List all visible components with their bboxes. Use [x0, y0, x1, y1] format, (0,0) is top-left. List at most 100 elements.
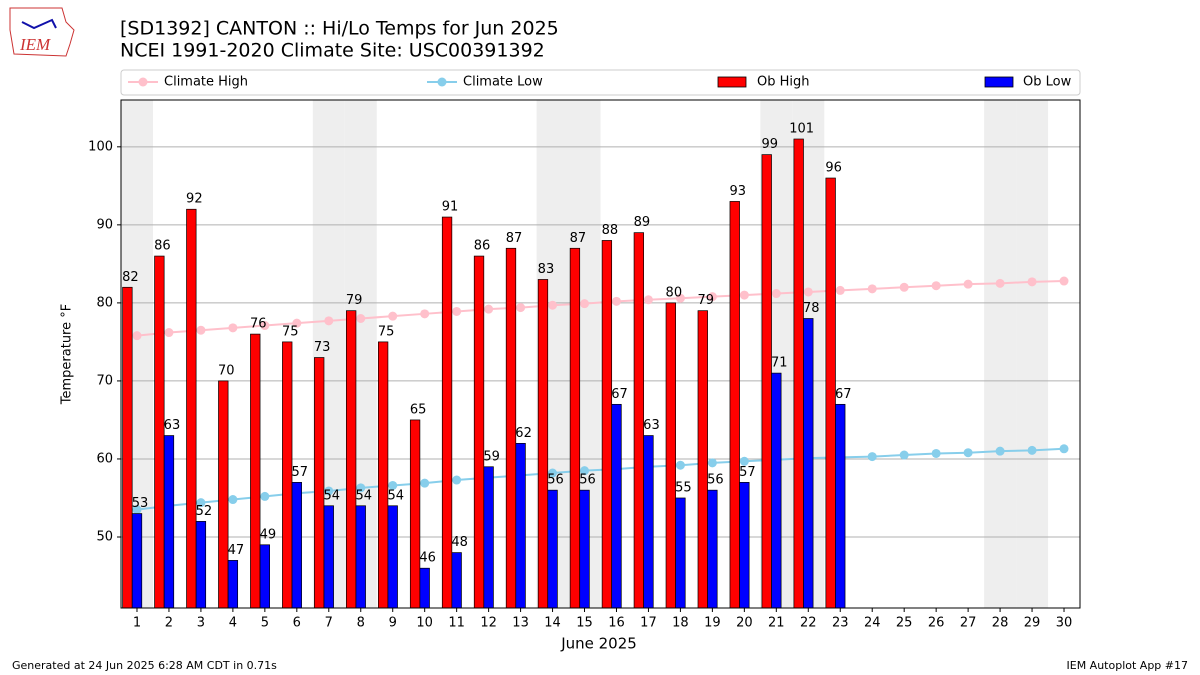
- bar: [409, 419, 421, 609]
- bar: [314, 357, 325, 609]
- footer-right: IEM Autoplot App #17: [1067, 659, 1189, 672]
- climate-point: [835, 285, 845, 295]
- value-label: 49: [260, 527, 277, 542]
- bar: [346, 310, 357, 609]
- x-tick-label: 7: [325, 616, 333, 631]
- climate-point: [739, 290, 749, 300]
- value-label: 99: [761, 137, 778, 152]
- climate-point: [739, 456, 749, 466]
- plot-frame: [120, 99, 1081, 609]
- climate-point: [963, 448, 973, 458]
- x-tick-label: 30: [1056, 616, 1073, 631]
- climate-line: [136, 280, 1065, 337]
- climate-point: [260, 491, 270, 501]
- x-tick-label: 23: [832, 616, 849, 631]
- value-label: 89: [634, 215, 651, 230]
- climate-point: [995, 278, 1005, 288]
- bar: [419, 567, 430, 609]
- climate-point: [611, 296, 621, 306]
- bar: [793, 138, 804, 609]
- climate-point: [995, 446, 1005, 456]
- x-tick-label: 21: [768, 616, 785, 631]
- x-tick-label: 19: [704, 616, 721, 631]
- bar: [643, 435, 654, 609]
- bar: [259, 544, 270, 609]
- value-label: 53: [132, 496, 149, 511]
- x-tick-label: 8: [357, 616, 365, 631]
- x-tick-label: 4: [229, 616, 237, 631]
- bar: [611, 403, 622, 609]
- legend-label: Ob Low: [1023, 75, 1072, 90]
- bar: [569, 247, 581, 609]
- climate-point: [803, 287, 813, 297]
- value-label: 57: [739, 465, 756, 480]
- value-label: 79: [698, 293, 715, 308]
- bar: [697, 310, 708, 609]
- value-label: 46: [419, 551, 436, 566]
- x-tick-label: 11: [448, 616, 465, 631]
- bar: [323, 505, 334, 609]
- climate-point: [771, 289, 781, 299]
- x-tick-label: 5: [261, 616, 269, 631]
- logo-text: IEM: [19, 35, 51, 54]
- climate-point: [452, 475, 462, 485]
- bar: [739, 482, 750, 609]
- bar: [835, 403, 846, 609]
- value-label: 75: [378, 324, 395, 339]
- climate-point: [228, 323, 238, 333]
- value-label: 76: [250, 317, 267, 332]
- x-tick-label: 29: [1024, 616, 1041, 631]
- climate-point: [228, 495, 238, 505]
- bar: [729, 201, 740, 609]
- climate-point: [580, 466, 590, 476]
- value-label: 87: [570, 231, 587, 246]
- value-label: 63: [164, 418, 181, 433]
- bar: [547, 489, 558, 609]
- bar: [601, 240, 613, 609]
- x-tick-label: 22: [800, 616, 817, 631]
- bar: [163, 435, 175, 609]
- logo-icon: [21, 18, 57, 30]
- bar: [665, 302, 676, 609]
- y-tick-label: 80: [96, 295, 113, 310]
- value-label: 56: [547, 473, 564, 488]
- legend-label: Climate High: [164, 75, 248, 90]
- x-tick-label: 20: [736, 616, 753, 631]
- value-label: 67: [611, 387, 628, 402]
- x-tick-label: 26: [928, 616, 945, 631]
- x-tick-label: 24: [864, 616, 881, 631]
- x-tick-label: 27: [960, 616, 977, 631]
- climate-point: [196, 325, 206, 335]
- y-tick-label: 50: [96, 529, 113, 544]
- x-tick-label: 14: [544, 616, 561, 631]
- climate-point: [1059, 276, 1069, 286]
- climate-point: [867, 284, 877, 294]
- x-tick-label: 17: [640, 616, 657, 631]
- bar: [227, 560, 239, 609]
- value-label: 47: [228, 543, 245, 558]
- climate-point: [675, 460, 685, 470]
- bar: [131, 513, 143, 609]
- legend-label: Climate Low: [463, 75, 543, 90]
- value-label: 82: [122, 270, 139, 285]
- weekend-shade: [984, 100, 1017, 608]
- x-tick-label: 9: [389, 616, 397, 631]
- y-tick-label: 60: [96, 451, 113, 466]
- value-label: 87: [506, 231, 523, 246]
- legend-swatch: [717, 76, 747, 88]
- x-tick-label: 16: [608, 616, 625, 631]
- bar: [483, 466, 494, 609]
- x-tick-label: 3: [197, 616, 205, 631]
- bar: [387, 505, 398, 609]
- climate-point: [260, 321, 270, 331]
- bar: [291, 482, 302, 609]
- legend-swatch: [984, 76, 1014, 88]
- x-tick-label: 10: [416, 616, 433, 631]
- climate-point: [132, 331, 142, 341]
- x-tick-label: 15: [576, 616, 593, 631]
- climate-point: [931, 281, 941, 291]
- climate-point: [707, 458, 717, 468]
- climate-point: [196, 498, 206, 508]
- value-label: 92: [186, 192, 203, 207]
